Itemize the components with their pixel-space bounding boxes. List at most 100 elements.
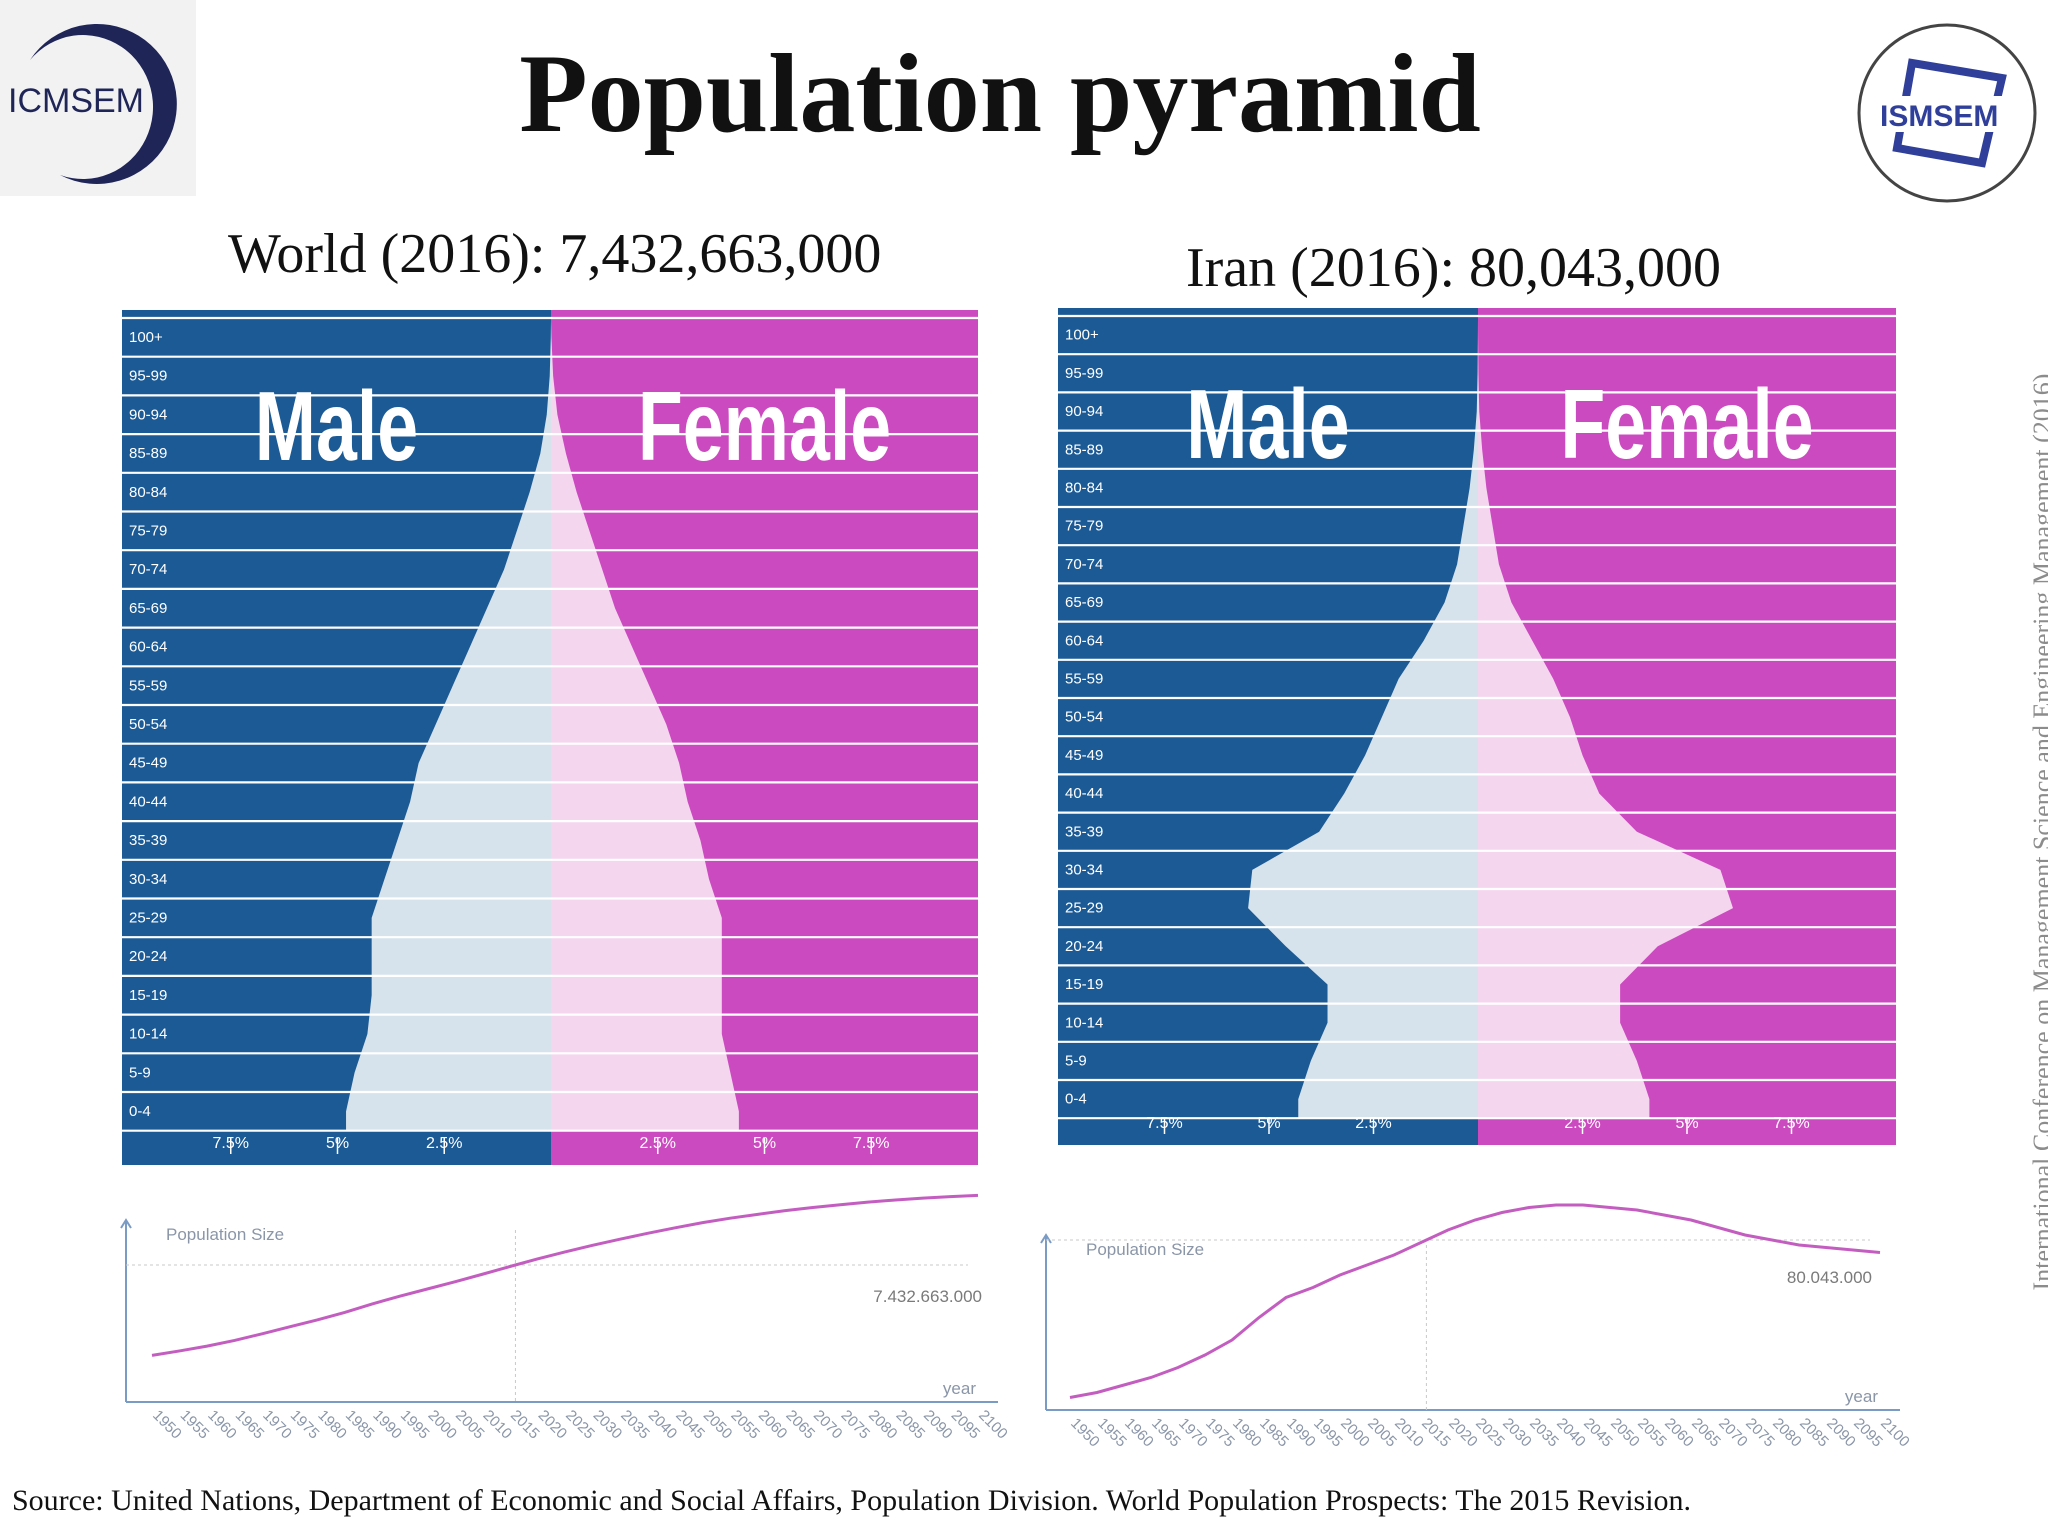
age-label: 25-29 (129, 909, 167, 926)
y-axis-label: Population Size (166, 1225, 284, 1244)
x-tick-label: 5% (1675, 1115, 1698, 1132)
trend-world: Population Size year 7.432.663.000 19501955… (120, 1193, 1011, 1443)
year-tick-label: 1955 (177, 1407, 213, 1443)
age-label: 60-64 (1065, 632, 1103, 649)
x-tick-label: 7.5% (1146, 1115, 1182, 1132)
year-tick-label: 1990 (369, 1407, 405, 1443)
age-label: 5-9 (129, 1064, 151, 1081)
age-label: 45-49 (129, 755, 167, 772)
age-label: 100+ (1065, 327, 1099, 344)
pyramid-iran: 100+ 95-99 90-94 85-89 80-84 75-79 70-74 65-69 6… (1058, 308, 1896, 1145)
year-tick-label: 1980 (314, 1407, 350, 1443)
year-tick-label: 2010 (480, 1407, 516, 1443)
age-label: 10-14 (129, 1026, 167, 1043)
year-tick-label: 2055 (727, 1407, 763, 1443)
age-label: 55-59 (129, 677, 167, 694)
x-tick-label: 5% (326, 1135, 349, 1152)
year-tick-label: 2020 (1445, 1415, 1481, 1451)
year-tick-label: 2060 (755, 1407, 791, 1443)
female-label: Female (638, 373, 891, 482)
age-label: 85-89 (1065, 441, 1103, 458)
female-area (551, 320, 739, 1131)
year-tick-label: 2075 (1742, 1415, 1778, 1451)
year-tick-label: 2000 (425, 1407, 461, 1443)
age-label: 50-54 (1065, 709, 1103, 726)
year-tick-label: 2080 (1769, 1415, 1805, 1451)
year-tick-label: 1960 (1121, 1415, 1157, 1451)
year-tick-label: 2025 (562, 1407, 598, 1443)
year-tick-label: 2070 (1715, 1415, 1751, 1451)
year-tick-label: 1985 (1256, 1415, 1292, 1451)
year-tick-label: 2050 (700, 1407, 736, 1443)
age-label: 50-54 (129, 716, 167, 733)
x-tick-label: 7.5% (1773, 1115, 1809, 1132)
age-label: 40-44 (1065, 785, 1103, 802)
age-label: 85-89 (129, 445, 167, 462)
age-label: 65-69 (1065, 594, 1103, 611)
year-tick-label: 2030 (590, 1407, 626, 1443)
year-tick-label: 2070 (810, 1407, 846, 1443)
age-label: 80-84 (129, 484, 167, 501)
year-tick-label: 2085 (1796, 1415, 1832, 1451)
age-label: 55-59 (1065, 670, 1103, 687)
year-tick-label: 2090 (1823, 1415, 1859, 1451)
age-label: 5-9 (1065, 1052, 1087, 1069)
age-label: 80-84 (1065, 479, 1103, 496)
age-label: 30-34 (129, 871, 167, 888)
source-note: Source: United Nations, Department of Ec… (12, 1484, 1692, 1517)
population-line (1069, 1203, 1881, 1399)
trend-iran: Population Sizeyear80.043.00019501955196… (1040, 1203, 1913, 1451)
age-label: 75-79 (129, 522, 167, 539)
year-tick-label: 2085 (893, 1407, 929, 1443)
female-label: Female (1560, 371, 1813, 480)
x-tick-label: 2.5% (1355, 1115, 1391, 1132)
age-label: 100+ (129, 329, 163, 346)
age-label: 15-19 (129, 987, 167, 1004)
year-tick-label: 2020 (535, 1407, 571, 1443)
age-label: 35-39 (129, 832, 167, 849)
marker-value-label: 80.043.000 (1787, 1268, 1872, 1287)
age-label: 70-74 (129, 561, 167, 578)
male-area (346, 320, 551, 1131)
year-tick-label: 1965 (1148, 1415, 1184, 1451)
year-tick-label: 1955 (1094, 1415, 1130, 1451)
age-label: 15-19 (1065, 976, 1103, 993)
age-label: 75-79 (1065, 518, 1103, 535)
year-tick-label: 2010 (1391, 1415, 1427, 1451)
age-label: 35-39 (1065, 823, 1103, 840)
x-tick-label: 2.5% (1564, 1115, 1600, 1132)
year-tick-label: 2100 (975, 1407, 1011, 1443)
year-tick-label: 1985 (342, 1407, 378, 1443)
age-label: 20-24 (1065, 938, 1103, 955)
year-tick-label: 2095 (948, 1407, 984, 1443)
age-label: 10-14 (1065, 1014, 1103, 1031)
year-tick-label: 2080 (865, 1407, 901, 1443)
marker-value-label: 7.432.663.000 (873, 1287, 982, 1306)
age-label: 0-4 (129, 1103, 151, 1120)
year-tick-label: 1975 (287, 1407, 323, 1443)
year-tick-label: 1960 (204, 1407, 240, 1443)
year-tick-label: 2050 (1607, 1415, 1643, 1451)
year-tick-label: 2035 (1526, 1415, 1562, 1451)
age-label: 90-94 (129, 406, 167, 423)
year-tick-label: 1965 (232, 1407, 268, 1443)
female-area (1478, 318, 1733, 1119)
age-label: 95-99 (1065, 365, 1103, 382)
world-pyramid-title: World (2016): 7,432,663,000 (228, 223, 882, 285)
year-tick-label: 1950 (1067, 1415, 1103, 1451)
year-tick-label: 1975 (1202, 1415, 1238, 1451)
age-label: 90-94 (1065, 403, 1103, 420)
year-tick-label: 1970 (1175, 1415, 1211, 1451)
year-tick-label: 1995 (1310, 1415, 1346, 1451)
male-area (1248, 318, 1478, 1119)
population-line (151, 1193, 979, 1357)
year-tick-label: 2015 (1418, 1415, 1454, 1451)
year-tick-label: 1970 (259, 1407, 295, 1443)
x-tick-label: 7.5% (213, 1135, 249, 1152)
x-tick-label: 5% (1257, 1115, 1280, 1132)
age-label: 70-74 (1065, 556, 1103, 573)
year-tick-label: 2060 (1661, 1415, 1697, 1451)
iran-pyramid-title: Iran (2016): 80,043,000 (1186, 237, 1722, 299)
year-tick-label: 2035 (617, 1407, 653, 1443)
year-tick-label: 2095 (1850, 1415, 1886, 1451)
